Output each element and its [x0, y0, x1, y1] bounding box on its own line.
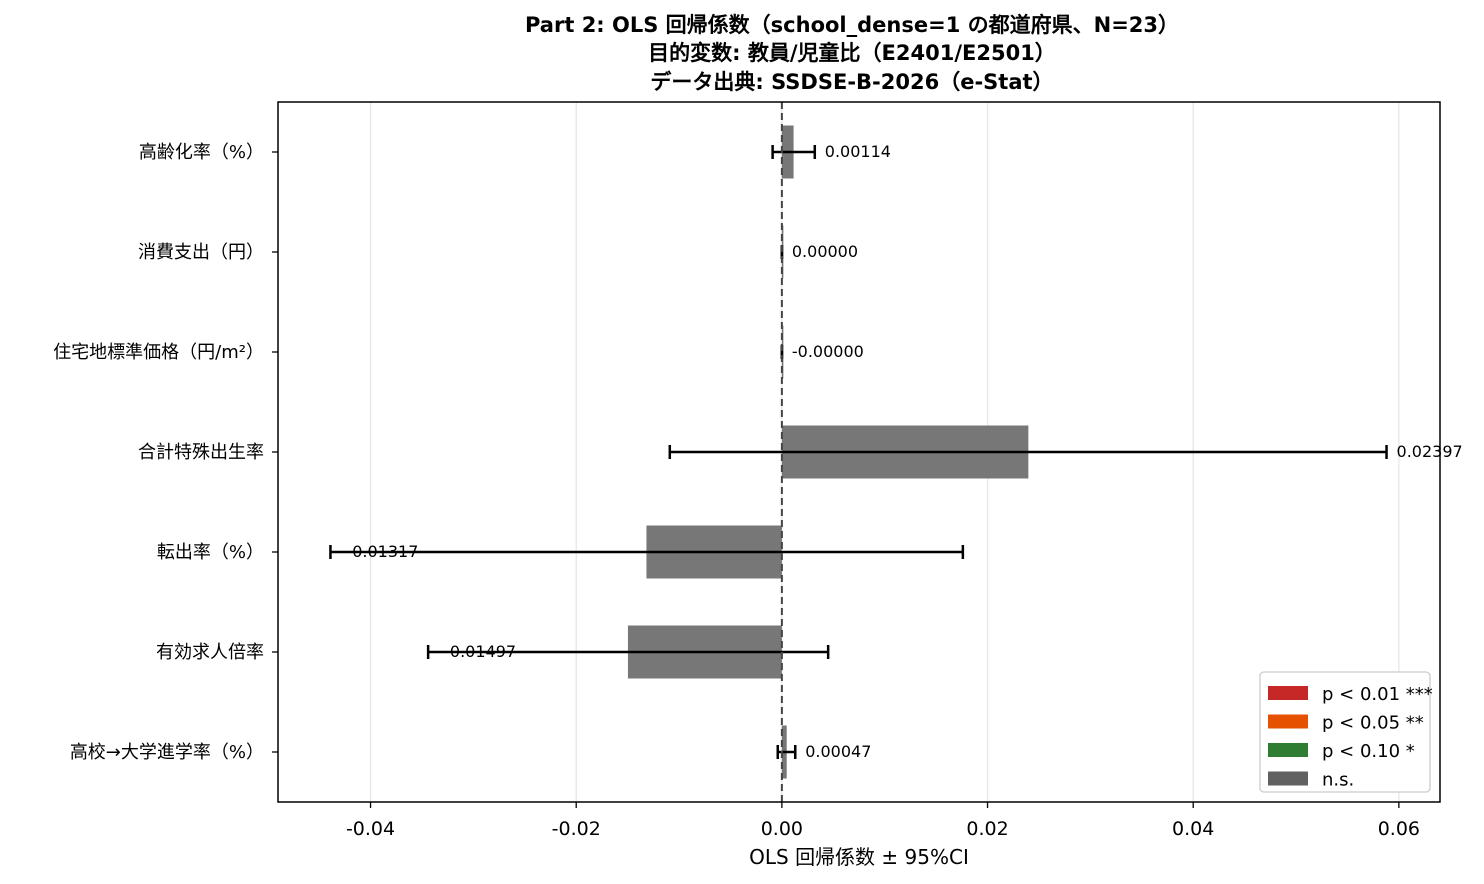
legend-label: n.s. — [1322, 770, 1354, 791]
legend-swatch — [1268, 686, 1308, 700]
value-label: -0.01317 — [346, 542, 418, 561]
y-axis: 高齢化率（%） 消費支出（円） 住宅地標準価格（円/m²） 合計特殊出生率転出率（%）… — [53, 142, 278, 763]
x-axis-title: OLS 回帰係数 ± 95%CI — [749, 845, 969, 869]
y-tick-label: 有効求人倍率 — [156, 642, 264, 663]
legend-swatch — [1268, 771, 1308, 786]
value-label: 0.00000 — [792, 242, 858, 261]
legend-item: p < 0.01 *** — [1268, 684, 1433, 705]
legend-swatch — [1268, 714, 1308, 729]
value-label: -0.01497 — [444, 642, 516, 661]
title-line: 目的変数: 教員/児童比（E2401/E2501） — [648, 41, 1056, 65]
x-tick-label: 0.02 — [966, 818, 1008, 840]
error-bar — [426, 645, 830, 659]
legend-box — [1259, 671, 1431, 793]
legend-swatch — [1268, 743, 1308, 757]
y-tick-label: 住宅地標準価格（円/m²） — [53, 342, 264, 363]
legend-label: p < 0.10 * — [1322, 741, 1415, 762]
legend-item: p < 0.05 ** — [1268, 713, 1424, 734]
chart-title: Part 2: OLS 回帰係数（school_dense=1 の都道府県、N=… — [525, 13, 1179, 94]
legend-item: p < 0.10 * — [1268, 741, 1415, 762]
value-labels: 0.00114 0.00000 -0.00000 0.02397 -0.01317 -0.… — [346, 142, 1462, 761]
legend-label: p < 0.01 *** — [1322, 684, 1433, 705]
legend-label: p < 0.05 ** — [1322, 713, 1424, 734]
x-tick-label: 0.04 — [1172, 818, 1214, 840]
value-label: 0.02397 — [1397, 442, 1463, 461]
value-label: -0.00000 — [792, 342, 864, 361]
error-bar — [776, 745, 797, 759]
error-bar — [771, 145, 817, 159]
x-tick-label: -0.02 — [552, 818, 601, 840]
title-line: Part 2: OLS 回帰係数（school_dense=1 の都道府県、N=… — [525, 13, 1179, 37]
x-tick-label: -0.04 — [346, 818, 395, 840]
legend: p < 0.01 *** p < 0.05 ** p < 0.10 * n.s. — [1259, 671, 1433, 793]
error-bars — [329, 145, 1388, 759]
title-line: データ出典: SSDSE-B-2026（e-Stat） — [650, 70, 1053, 94]
y-tick-label: 合計特殊出生率 — [138, 442, 264, 463]
x-tick-label: 0.06 — [1378, 818, 1420, 840]
value-label: 0.00114 — [825, 142, 891, 161]
y-tick-label: 転出率（%） — [157, 542, 264, 563]
y-tick-label: 消費支出（円） — [138, 242, 264, 263]
error-bar — [329, 545, 965, 559]
y-tick-label: 高齢化率（%） — [139, 142, 264, 163]
value-label: 0.00047 — [805, 742, 871, 761]
y-tick-label: 高校→大学進学率（%） — [70, 742, 264, 763]
x-tick-label: 0.00 — [761, 818, 803, 840]
x-axis: -0.04 -0.02 0.00 0.02 0.04 0.06 — [346, 802, 1420, 840]
legend-item: n.s. — [1268, 770, 1354, 791]
error-bar — [668, 445, 1388, 459]
